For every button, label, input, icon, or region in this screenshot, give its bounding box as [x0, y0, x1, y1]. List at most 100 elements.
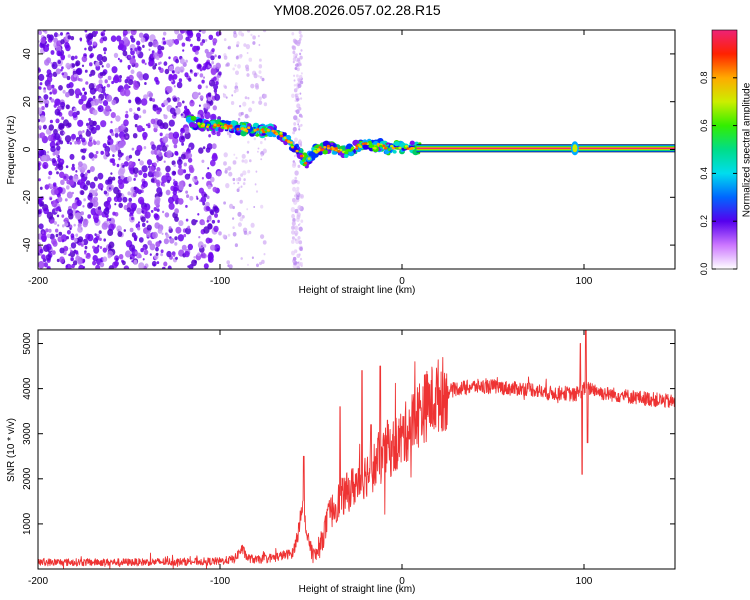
spectrogram-point	[233, 30, 237, 35]
spectrogram-point	[118, 157, 121, 161]
colorbar: 0.0 0.2 0.4 0.6 0.8 Normalized spectral ampl…	[699, 29, 750, 276]
spectrogram-point	[227, 166, 232, 171]
spectrogram-point	[109, 144, 116, 152]
spectrogram-point	[88, 117, 91, 122]
spectrogram-point	[92, 260, 97, 266]
spectrogram-point	[214, 213, 218, 218]
spectrogram-scatter	[38, 30, 304, 269]
spectrogram-ridge-point	[230, 120, 237, 126]
spectrogram-point	[43, 207, 49, 215]
spectrogram-point	[227, 45, 231, 50]
spectrogram-point	[172, 171, 176, 175]
spectrogram-point	[122, 178, 127, 184]
spectrogram-point	[82, 238, 89, 246]
spectrogram-point	[42, 161, 49, 170]
spectrogram-point	[295, 239, 300, 245]
spectrogram-point	[242, 170, 247, 176]
spectrogram-point	[297, 224, 300, 226]
spectrogram-point	[189, 69, 193, 73]
spectrogram-point	[233, 153, 236, 156]
spectrogram-point	[260, 158, 263, 161]
spectrogram-point	[156, 167, 161, 172]
spectrogram-point	[95, 264, 101, 269]
spectrogram-point	[93, 237, 99, 244]
spectrogram-point	[162, 183, 166, 187]
spectrogram-point	[178, 164, 182, 169]
spectrogram-point	[38, 73, 45, 82]
spectrogram-point	[70, 249, 73, 253]
spectrogram-point	[158, 151, 163, 157]
spectrogram-point	[203, 226, 210, 234]
x-tick-label: -200	[28, 576, 48, 587]
spectrogram-point	[38, 199, 42, 205]
spectrogram-point	[72, 260, 78, 266]
spectrogram-ridge-core	[253, 129, 257, 132]
spectrogram-ridge-core	[376, 142, 380, 146]
spectrogram-point	[197, 213, 200, 216]
spectrogram-point	[81, 64, 85, 68]
spectrogram-point	[210, 67, 217, 75]
spectrogram-point	[158, 66, 162, 71]
spectrogram-point	[38, 119, 41, 123]
colorbar-tick-label: 0.0	[699, 263, 709, 276]
spectrogram-point	[180, 136, 185, 141]
spectrogram-point	[211, 61, 215, 65]
spectrogram-point	[81, 241, 85, 245]
spectrogram-point	[55, 143, 58, 146]
spectrogram-point	[181, 142, 185, 146]
spectrogram-point	[163, 31, 167, 36]
spectrogram-point	[51, 88, 58, 95]
spectrogram-point	[164, 68, 170, 75]
spectrogram-point	[140, 37, 146, 43]
spectrogram-point	[210, 176, 215, 183]
spectrogram-point	[75, 94, 80, 99]
spectrogram-point	[60, 179, 65, 185]
spectrogram-point	[118, 254, 124, 260]
spectrogram-point	[53, 221, 58, 225]
spectrogram-point	[56, 214, 60, 218]
spectrogram-point	[95, 30, 98, 35]
spectrogram-x-ticks: -200 -100 0 100	[28, 30, 593, 287]
spectrogram-point	[41, 111, 45, 115]
spectrogram-point	[185, 218, 189, 222]
spectrogram-point	[187, 153, 193, 159]
spectrogram-point	[127, 64, 131, 69]
spectrogram-point	[243, 230, 248, 235]
spectrogram-point	[178, 78, 183, 83]
spectrogram-point	[262, 240, 267, 245]
spectrogram-point	[39, 248, 44, 254]
spectrogram-point	[185, 204, 188, 208]
spectrogram-ridge-point	[197, 118, 203, 124]
spectrogram-point	[242, 182, 246, 186]
spectrogram-point	[244, 113, 249, 119]
spectrogram-point	[207, 97, 212, 102]
spectrogram-point	[100, 188, 103, 191]
spectrogram-point	[160, 146, 163, 150]
spectrogram-point	[202, 221, 205, 225]
spectrogram-point	[77, 119, 84, 127]
spectrogram-point	[140, 248, 144, 253]
spectrogram-ridge-core	[384, 146, 388, 150]
spectrogram-point	[295, 55, 298, 59]
spectrogram-point	[296, 57, 301, 62]
spectrogram-point	[70, 233, 75, 238]
spectrogram-point	[153, 207, 157, 211]
spectrogram-point	[122, 30, 128, 36]
spectrogram-point	[131, 202, 137, 210]
spectrogram-point	[172, 253, 176, 257]
spectrogram-point	[46, 150, 50, 154]
spectrogram-point	[110, 172, 113, 175]
spectrogram-point	[295, 53, 298, 57]
spectrogram-point	[129, 227, 134, 233]
spectrogram-point	[196, 32, 201, 39]
spectrogram-point	[142, 73, 149, 81]
spectrogram-point	[198, 236, 201, 239]
spectrogram-point	[250, 33, 253, 37]
spectrogram-point	[203, 63, 206, 67]
spectrogram-point	[115, 257, 119, 261]
spectrogram-point	[297, 39, 301, 44]
spectrogram-point	[45, 228, 49, 233]
spectrogram-point	[49, 183, 54, 188]
spectrogram-point	[212, 152, 218, 159]
spectrogram-point	[93, 176, 98, 182]
